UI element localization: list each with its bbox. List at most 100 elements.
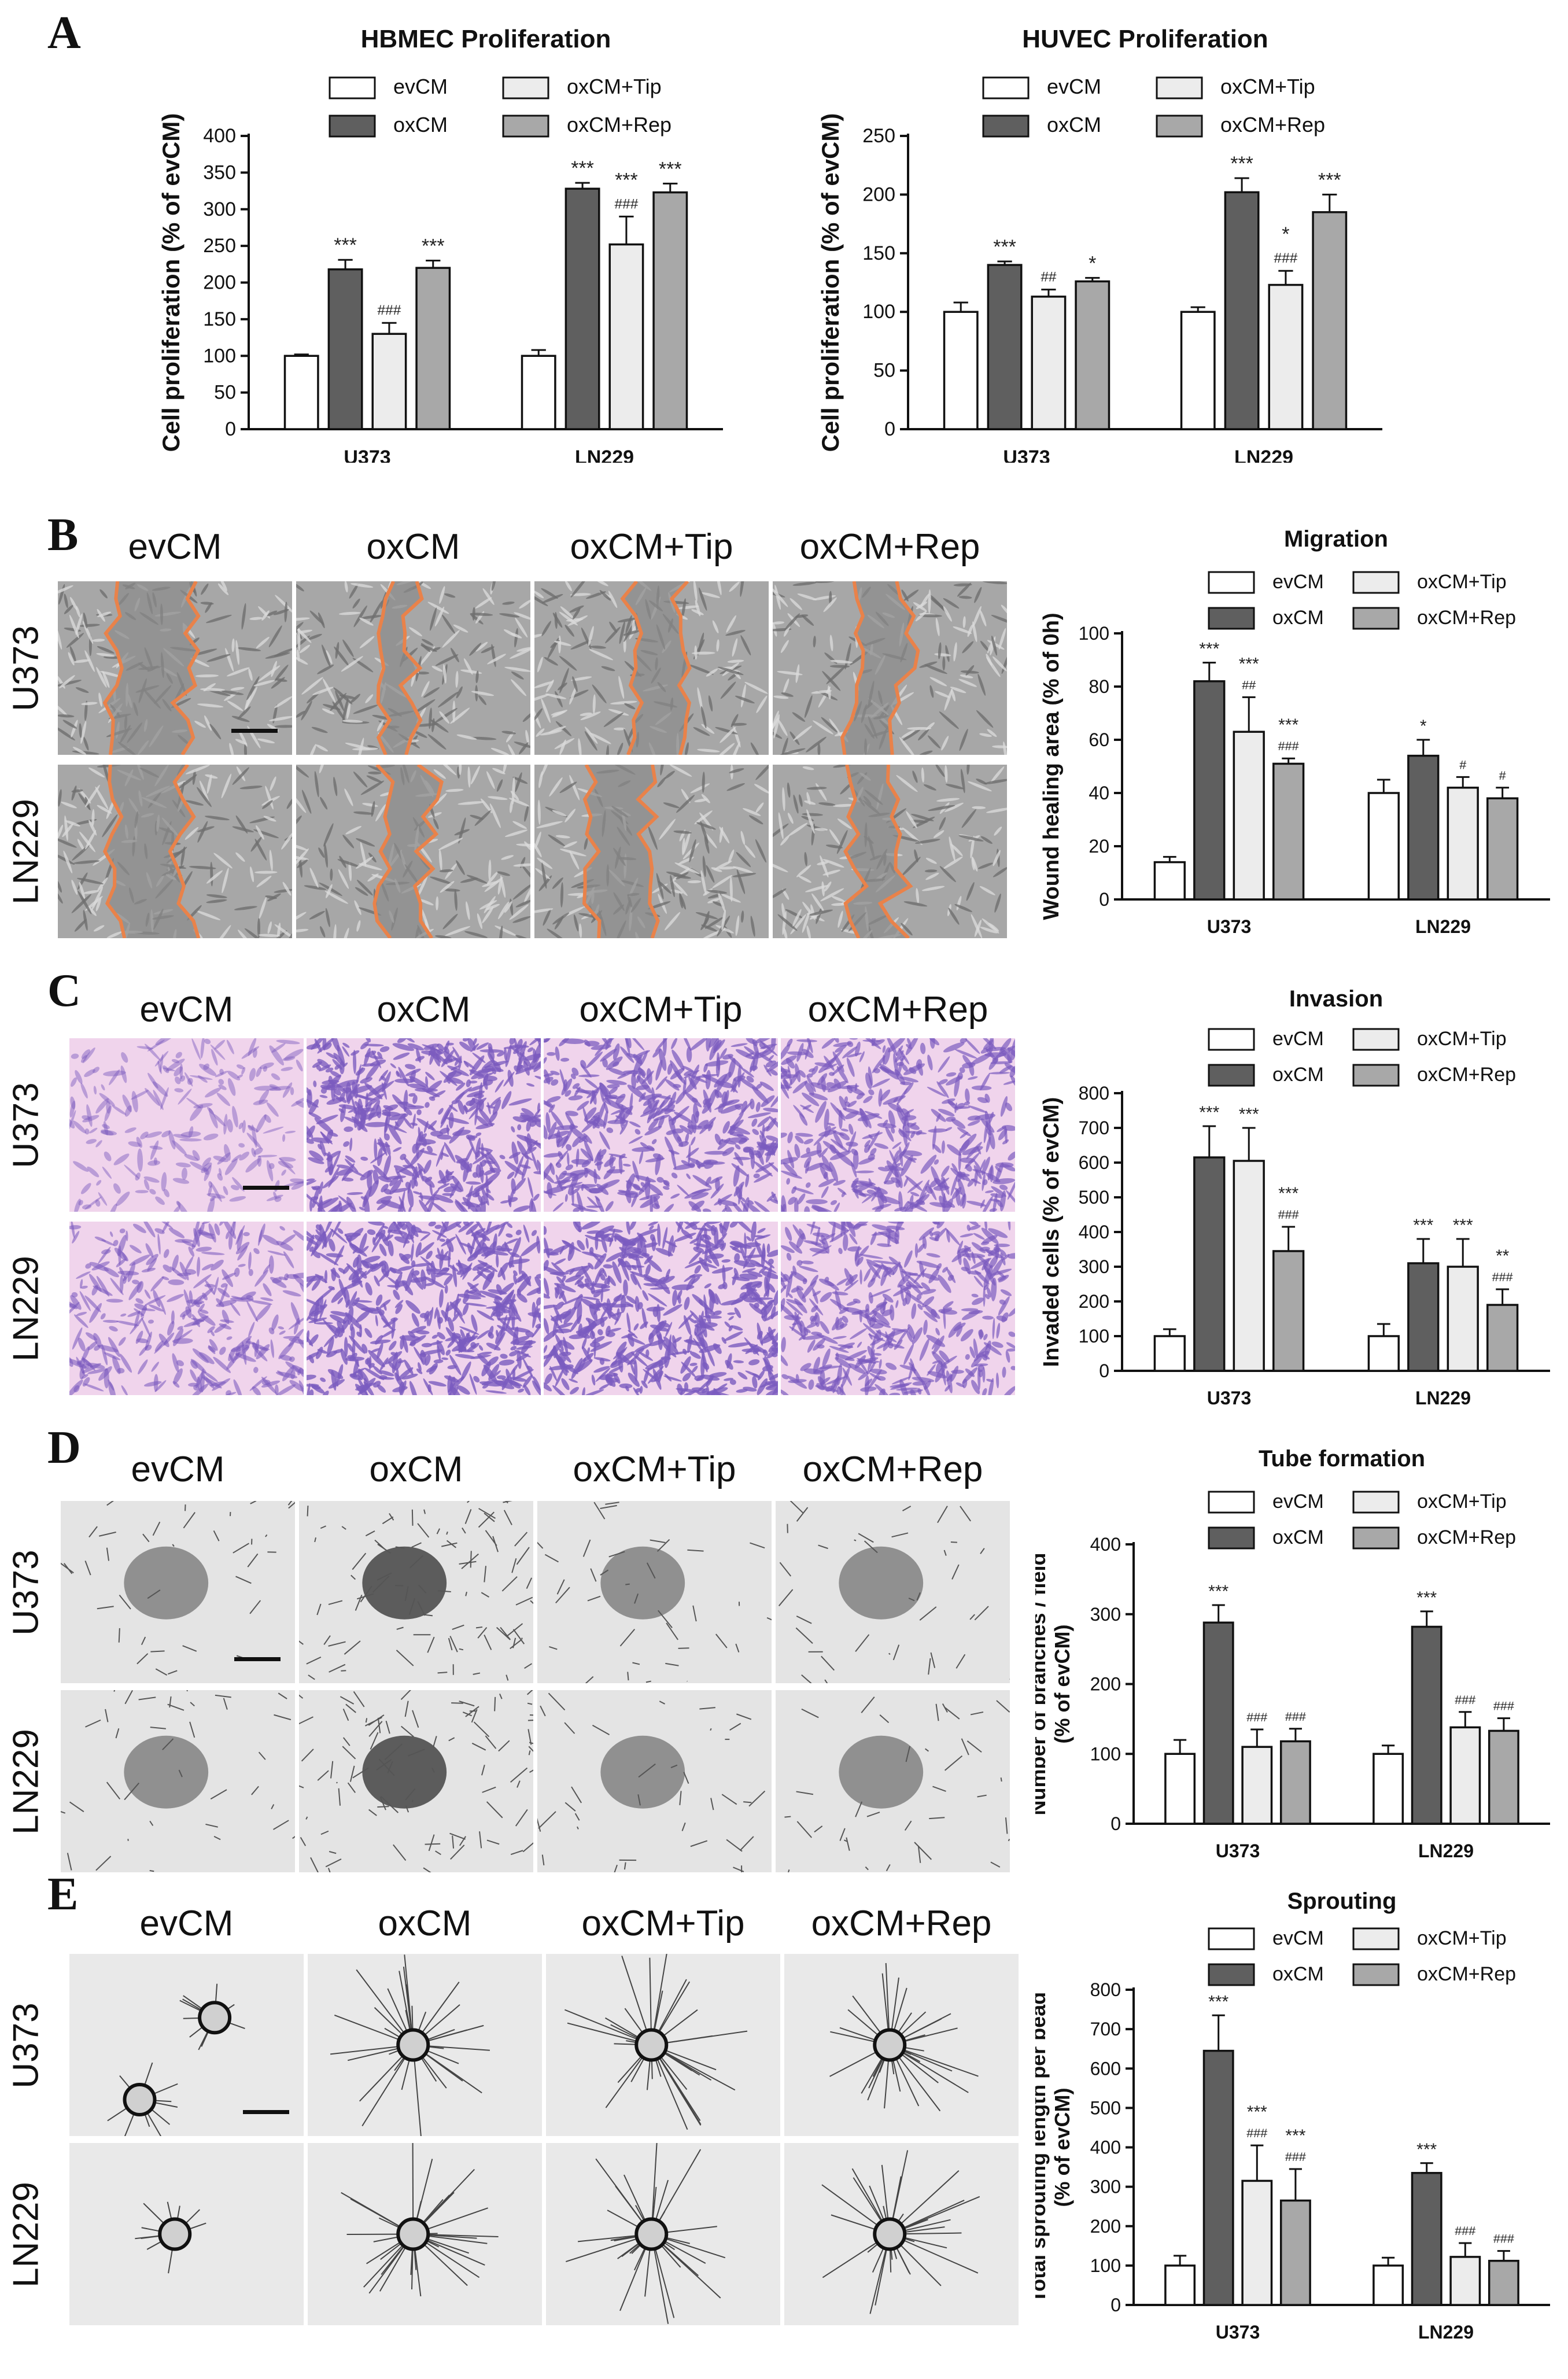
cell-texture — [914, 839, 940, 844]
invaded-cell — [397, 1201, 404, 1212]
invaded-cell — [411, 1243, 414, 1262]
invaded-cell — [208, 1346, 216, 1352]
invaded-cell — [403, 1157, 412, 1167]
invaded-cell — [919, 1338, 929, 1361]
bar — [1449, 2256, 1481, 2306]
invaded-cell — [217, 1152, 231, 1165]
cell-texture — [286, 796, 292, 809]
invaded-cell — [416, 1109, 422, 1115]
cell-texture — [78, 788, 91, 804]
invaded-cell — [847, 1100, 857, 1108]
cell-texture — [701, 924, 718, 932]
invaded-cell — [169, 1266, 187, 1280]
significance-label: *** — [993, 236, 1016, 258]
cell-texture — [332, 701, 346, 722]
cell-texture — [921, 767, 925, 783]
invaded-cell — [344, 1337, 348, 1357]
invaded-cell — [747, 1112, 771, 1119]
cell-texture — [515, 935, 530, 938]
cell-texture — [603, 712, 624, 727]
cell-texture — [826, 665, 847, 684]
invaded-cell — [466, 1079, 471, 1087]
invaded-cell — [960, 1038, 968, 1043]
invaded-cell — [896, 1107, 906, 1127]
cell-texture — [716, 743, 735, 755]
wound-edge-outline — [877, 765, 913, 938]
invaded-cell — [283, 1251, 294, 1268]
cell-texture — [371, 801, 375, 817]
bar — [1407, 1262, 1440, 1372]
cell-texture — [359, 863, 382, 871]
invaded-cell — [411, 1273, 423, 1290]
invaded-cell — [144, 1295, 166, 1306]
invaded-cell — [709, 1038, 720, 1061]
cell-texture — [93, 925, 105, 932]
cell-texture — [180, 846, 185, 867]
cell-texture — [569, 774, 580, 801]
cell-texture — [455, 670, 459, 688]
invaded-cell — [802, 1280, 817, 1299]
invaded-cell — [680, 1356, 691, 1374]
invaded-cell — [467, 1203, 471, 1210]
invaded-cell — [544, 1038, 547, 1043]
invaded-cell — [340, 1348, 348, 1365]
invaded-cell — [603, 1111, 608, 1129]
invaded-cell — [759, 1081, 774, 1091]
invaded-cell — [762, 1243, 766, 1262]
cell-texture — [792, 712, 806, 722]
invaded-cell — [159, 1054, 164, 1073]
bar — [987, 264, 1023, 430]
invaded-cell — [260, 1297, 274, 1301]
invaded-cell — [658, 1333, 663, 1351]
cell-texture — [439, 711, 449, 724]
significance-label: *** — [1239, 654, 1259, 673]
invaded-cell — [786, 1178, 791, 1185]
cell-texture — [73, 860, 100, 864]
invaded-cell — [629, 1222, 637, 1230]
invaded-cell — [307, 1178, 315, 1182]
cell-texture — [64, 815, 68, 842]
cell-texture — [624, 703, 636, 710]
invaded-cell — [830, 1102, 846, 1121]
invaded-cell — [285, 1361, 301, 1374]
invaded-cell — [746, 1281, 762, 1288]
invaded-cell — [378, 1176, 392, 1183]
invaded-cell — [633, 1056, 642, 1077]
bar — [1202, 2049, 1234, 2306]
invaded-cell — [279, 1157, 296, 1162]
invaded-cell — [226, 1390, 231, 1395]
cell-texture — [469, 643, 482, 656]
invaded-cell — [248, 1125, 253, 1131]
bar — [1488, 2259, 1519, 2306]
invaded-cell — [791, 1186, 797, 1194]
invaded-cell — [900, 1081, 912, 1086]
invaded-cell — [388, 1361, 396, 1370]
invaded-cell — [761, 1305, 768, 1314]
invaded-cell — [753, 1173, 760, 1179]
y-axis-label: Wound healing area (% of 0h) — [1039, 613, 1064, 920]
invaded-cell — [208, 1181, 212, 1188]
panel-letter-e: E — [47, 1869, 79, 1920]
invaded-cell — [138, 1359, 148, 1375]
cell-texture — [935, 618, 940, 636]
invaded-cell — [824, 1108, 829, 1130]
invaded-cell — [972, 1297, 984, 1305]
invaded-cell — [650, 1234, 655, 1241]
invasion-micrograph — [781, 1038, 1015, 1212]
invaded-cell — [102, 1319, 119, 1323]
invaded-cell — [134, 1303, 147, 1311]
invaded-cell — [291, 1181, 304, 1190]
invaded-cell — [631, 1352, 648, 1367]
invaded-cell — [813, 1134, 826, 1146]
cell-texture — [71, 894, 92, 913]
cell-texture — [438, 849, 442, 871]
invaded-cell — [389, 1267, 397, 1274]
cell-texture — [813, 720, 833, 735]
invaded-cell — [815, 1101, 827, 1123]
y-tick-label: 350 — [203, 161, 236, 183]
cell-texture — [570, 581, 588, 598]
cell-texture — [512, 821, 527, 829]
column-label: oxCM+Rep — [799, 527, 980, 567]
cell-texture — [717, 890, 725, 912]
